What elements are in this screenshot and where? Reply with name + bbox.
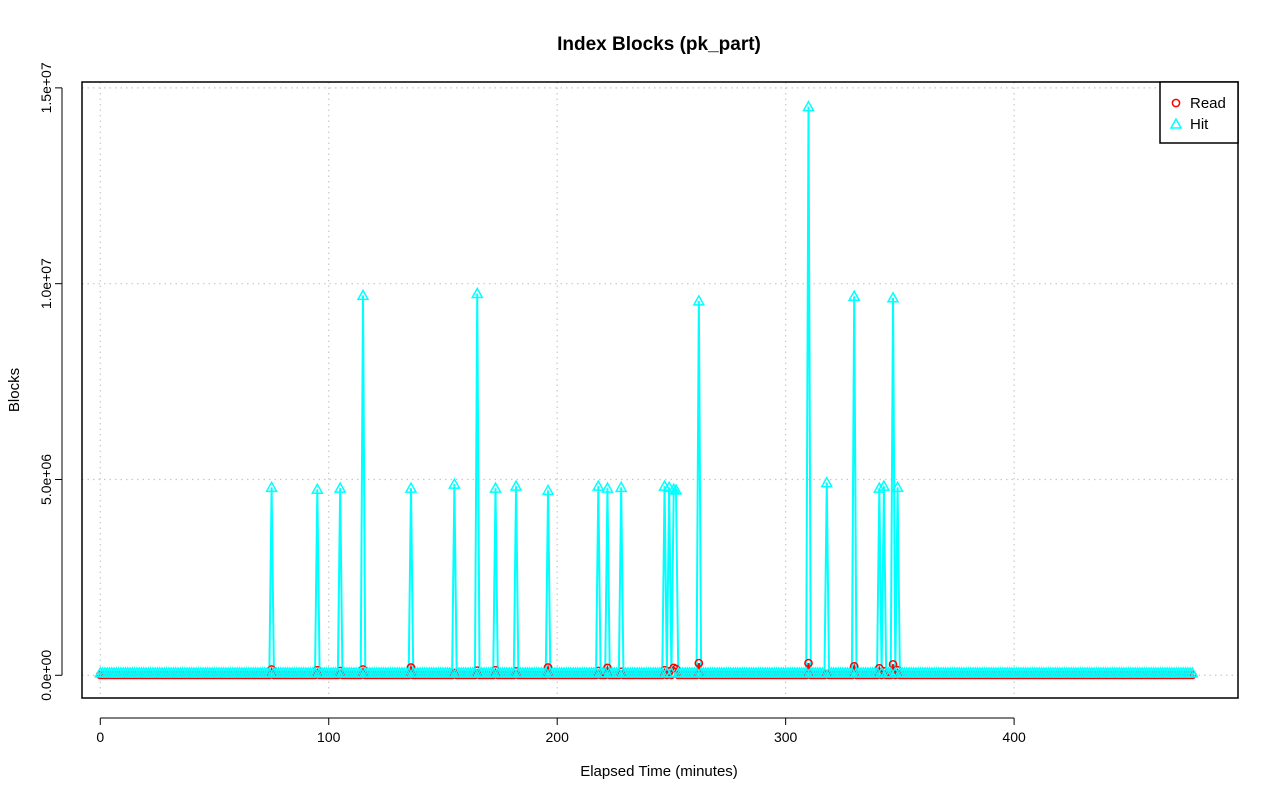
legend-hit-marker <box>1169 117 1183 129</box>
hit-point <box>802 100 815 112</box>
hit-point <box>311 482 324 495</box>
hit-point <box>669 483 683 495</box>
read-point <box>888 659 898 669</box>
x-tick-label: 100 <box>317 729 341 745</box>
y-tick-label: 1.0e+07 <box>38 258 54 309</box>
read-point <box>694 658 704 668</box>
x-tick-label: 300 <box>774 729 798 745</box>
x-tick-label: 0 <box>96 729 104 745</box>
hit-point <box>601 481 614 493</box>
hit-point <box>886 291 900 303</box>
chart-title: Index Blocks (pk_part) <box>557 34 761 55</box>
x-tick-label: 200 <box>546 729 570 745</box>
hit-point <box>448 477 461 489</box>
hit-point <box>847 289 861 301</box>
hit-point <box>1186 666 1199 678</box>
hit-point <box>877 479 891 491</box>
hit-point <box>873 481 886 493</box>
y-tick-label: 1.5e+07 <box>38 62 54 113</box>
hit-point <box>470 286 484 299</box>
hit-point <box>356 288 370 301</box>
hit-point <box>404 481 418 493</box>
hit-point <box>891 480 904 493</box>
hit-point <box>667 482 680 495</box>
hit-point <box>489 481 502 493</box>
hit-point <box>692 294 706 306</box>
legend-label: Read <box>1190 95 1226 112</box>
plot-frame <box>81 81 1239 699</box>
read-point <box>804 658 813 668</box>
legend-label: Hit <box>1190 116 1209 133</box>
legend-read-marker <box>1171 98 1181 108</box>
x-axis: 0 100 200 300 400 <box>96 717 1026 745</box>
hit-point <box>541 483 555 496</box>
legend-box <box>1159 81 1239 144</box>
legend: Read Hit <box>1159 81 1239 144</box>
y-tick-label: 5.0e+06 <box>38 454 54 505</box>
y-tick-label: 0.0e+00 <box>38 650 54 701</box>
x-tick-label: 400 <box>1002 729 1026 745</box>
hit-point <box>509 479 523 491</box>
hit-point <box>333 481 347 493</box>
series-markers <box>94 100 1199 680</box>
x-axis-title: Elapsed Time (minutes) <box>580 763 738 780</box>
hit-point <box>820 476 834 488</box>
hit-point <box>665 666 678 678</box>
hit-point <box>614 480 628 493</box>
read-point <box>849 661 859 671</box>
hit-point <box>592 479 605 491</box>
y-axis: 0.0e+00 5.0e+06 1.0e+07 1.5e+07 <box>38 62 63 701</box>
y-axis-title: Blocks <box>6 368 23 412</box>
hit-point <box>265 480 278 493</box>
